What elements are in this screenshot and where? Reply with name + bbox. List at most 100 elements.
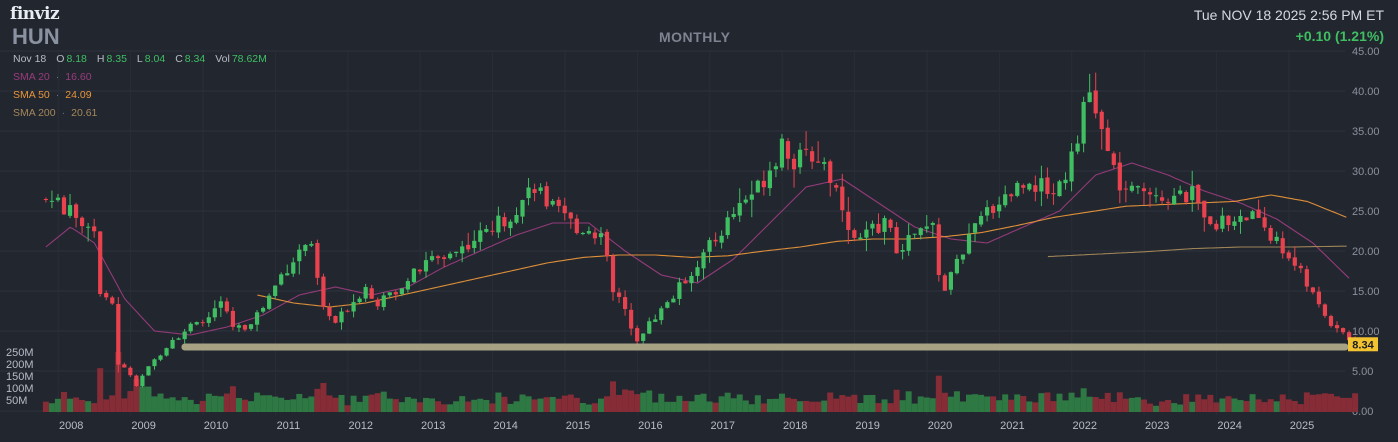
volume-bar	[929, 398, 936, 412]
sma50-value: 24.09	[65, 89, 92, 101]
volume-bar	[109, 395, 116, 412]
volume-bar	[1171, 403, 1178, 412]
candle-body	[448, 253, 453, 259]
candle-body	[683, 281, 688, 284]
candle-body	[659, 308, 664, 321]
candle-body	[894, 227, 899, 254]
volume-bar	[676, 395, 683, 412]
candle-body	[1057, 181, 1062, 197]
volume-bar	[459, 396, 466, 412]
volume-bar	[344, 405, 351, 412]
candle-body	[828, 161, 833, 183]
volume-bar	[350, 395, 357, 412]
volume-bar	[851, 394, 858, 412]
candle-body	[273, 285, 278, 297]
x-tick-label: 2013	[421, 420, 445, 432]
volume-bar	[205, 393, 212, 412]
volume-bar	[1056, 393, 1063, 412]
candle-body	[1256, 209, 1261, 218]
candle-body	[520, 200, 525, 217]
volume-bar	[1189, 401, 1196, 412]
volume-bar	[797, 401, 804, 412]
candle-body	[1063, 179, 1068, 184]
sma20-legend[interactable]: SMA 20 · 16.60	[13, 71, 92, 83]
ohlc-readout: Nov 18 O 8.18 H 8.35 L 8.04 C 8.34 Vol 78.62M	[13, 53, 267, 65]
candle-body	[665, 302, 670, 308]
volume-bar	[585, 404, 592, 412]
volume-bar	[54, 398, 61, 412]
volume-tick-label: 100M	[6, 383, 34, 395]
candle-body	[1214, 223, 1219, 230]
candle-body	[1322, 304, 1328, 316]
volume-bar	[435, 401, 442, 412]
volume-bar	[1165, 400, 1172, 412]
price-candles[interactable]	[43, 72, 1358, 388]
candle-body	[1159, 197, 1165, 201]
volume-bar	[1352, 393, 1359, 412]
volume-bar	[567, 394, 574, 412]
volume-bar	[682, 400, 689, 412]
candle-body	[1244, 217, 1249, 221]
candle-body	[701, 252, 706, 269]
candle-body	[1334, 325, 1340, 329]
volume-bar	[181, 397, 188, 412]
candle-body	[1292, 257, 1297, 266]
candle-body	[900, 250, 905, 252]
candle-body	[948, 272, 953, 290]
candle-body	[610, 255, 616, 293]
volume-bar	[133, 379, 140, 412]
candle-body	[1340, 328, 1346, 333]
candle-body	[568, 212, 573, 219]
candle-body	[858, 237, 863, 240]
volume-bar	[965, 394, 972, 412]
volume-bar	[700, 393, 707, 412]
x-tick-label: 2014	[493, 420, 517, 432]
volume-bar	[1321, 393, 1328, 412]
volume-bar	[223, 393, 230, 412]
candle-body	[1111, 153, 1116, 165]
y-tick-label: 5.00	[1352, 366, 1373, 378]
volume-bar	[157, 393, 164, 412]
candle-body	[1220, 215, 1225, 229]
candle-body	[840, 186, 845, 211]
candle-body	[1081, 101, 1086, 144]
candle-body	[834, 185, 839, 188]
candle-body	[647, 321, 652, 334]
candle-body	[846, 211, 851, 230]
candle-body	[333, 315, 338, 323]
finviz-logo[interactable]: finviz	[10, 4, 60, 24]
candle-body	[1099, 111, 1104, 130]
candle-body	[991, 206, 996, 213]
candle-body	[532, 189, 537, 193]
volume-bar	[1146, 403, 1153, 412]
open-value: 8.18	[66, 53, 87, 65]
x-axis: 2008 2009 2010 2011 2012 2013 2014 2015 2016 2017…	[59, 420, 1314, 432]
volume-bar	[778, 393, 785, 412]
volume-bar	[308, 396, 315, 412]
volume-bar	[953, 391, 960, 412]
volume-bar	[332, 397, 339, 412]
candle-body	[906, 235, 911, 251]
high-label: H	[96, 53, 105, 65]
volume-bar	[803, 400, 810, 412]
sma200-legend[interactable]: SMA 200 · 20.61	[13, 107, 98, 119]
price-tag-box	[1348, 337, 1378, 352]
volume-bar	[278, 397, 285, 412]
volume-bar	[791, 398, 798, 412]
volume-bar	[1026, 401, 1033, 412]
candle-body	[79, 217, 85, 227]
sma50-legend[interactable]: SMA 50 · 24.09	[13, 89, 92, 101]
candle-body	[496, 215, 501, 233]
volume-bar	[362, 395, 369, 412]
ticker-symbol: HUN	[12, 24, 60, 49]
candle-body	[653, 319, 658, 322]
candle-body	[1190, 186, 1195, 201]
volume-bar	[193, 404, 200, 412]
candle-body	[67, 205, 73, 216]
volume-bar	[754, 395, 761, 412]
candle-body	[158, 355, 163, 360]
y-axis: 45.00 40.00 35.00 30.00 25.00 20.00 15.00 10.00…	[1352, 46, 1380, 418]
candle-body	[267, 295, 272, 309]
sma50-label: SMA 50	[13, 89, 50, 101]
